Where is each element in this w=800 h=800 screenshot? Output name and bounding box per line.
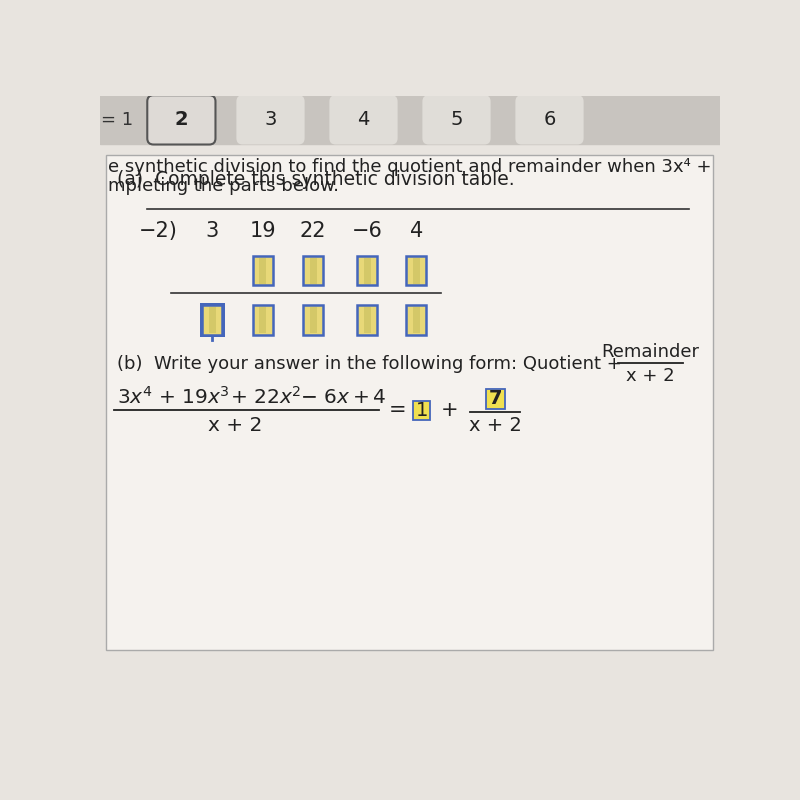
- Bar: [486, 390, 505, 409]
- Bar: [310, 307, 317, 333]
- Text: 1: 1: [415, 401, 428, 420]
- Bar: [202, 306, 222, 334]
- Text: 7: 7: [489, 390, 502, 409]
- Text: = 1: = 1: [101, 111, 133, 129]
- Bar: [303, 256, 323, 286]
- FancyBboxPatch shape: [515, 95, 584, 145]
- Text: (a)  Complete this synthetic division table.: (a) Complete this synthetic division tab…: [117, 170, 514, 190]
- Bar: [100, 96, 720, 144]
- Bar: [259, 307, 266, 333]
- Text: $+ \ 22x^2$: $+ \ 22x^2$: [230, 386, 302, 408]
- Text: 4: 4: [358, 110, 370, 130]
- Text: (b)  Write your answer in the following form: Quotient +: (b) Write your answer in the following f…: [117, 355, 622, 373]
- Text: 22: 22: [300, 221, 326, 241]
- Text: $3x^4$: $3x^4$: [117, 386, 153, 408]
- FancyBboxPatch shape: [330, 95, 398, 145]
- Bar: [406, 306, 426, 334]
- Text: $- \ 6x + 4$: $- \ 6x + 4$: [300, 387, 386, 406]
- Text: x + 2: x + 2: [209, 416, 263, 435]
- Text: Remainder: Remainder: [602, 342, 699, 361]
- Text: −6: −6: [352, 221, 383, 241]
- Bar: [209, 307, 216, 333]
- Text: 6: 6: [543, 110, 556, 130]
- Text: 3: 3: [264, 110, 277, 130]
- Bar: [413, 401, 430, 420]
- FancyBboxPatch shape: [147, 95, 215, 145]
- Text: 5: 5: [450, 110, 462, 130]
- Bar: [358, 306, 378, 334]
- Bar: [364, 258, 371, 284]
- Text: mpleting the parts below.: mpleting the parts below.: [108, 177, 338, 195]
- Bar: [106, 155, 713, 650]
- Text: =: =: [388, 400, 406, 420]
- Text: x + 2: x + 2: [469, 416, 522, 435]
- Bar: [364, 307, 371, 333]
- Text: −2): −2): [138, 221, 178, 241]
- Bar: [200, 303, 225, 337]
- Text: 3: 3: [206, 221, 219, 241]
- Bar: [253, 306, 273, 334]
- Bar: [358, 256, 378, 286]
- Text: +: +: [441, 400, 458, 420]
- Text: e synthetic division to find the quotient and remainder when 3x⁴ +: e synthetic division to find the quotien…: [108, 158, 711, 176]
- Text: 4: 4: [410, 221, 423, 241]
- Text: 19: 19: [250, 221, 276, 241]
- Bar: [253, 256, 273, 286]
- Text: $+ \ 19x^3$: $+ \ 19x^3$: [158, 386, 230, 408]
- Bar: [406, 256, 426, 286]
- FancyBboxPatch shape: [422, 95, 490, 145]
- FancyBboxPatch shape: [237, 95, 305, 145]
- Bar: [413, 258, 420, 284]
- Bar: [303, 306, 323, 334]
- Bar: [413, 307, 420, 333]
- Text: 2: 2: [174, 110, 188, 130]
- Bar: [310, 258, 317, 284]
- Bar: [259, 258, 266, 284]
- Text: x + 2: x + 2: [626, 367, 674, 386]
